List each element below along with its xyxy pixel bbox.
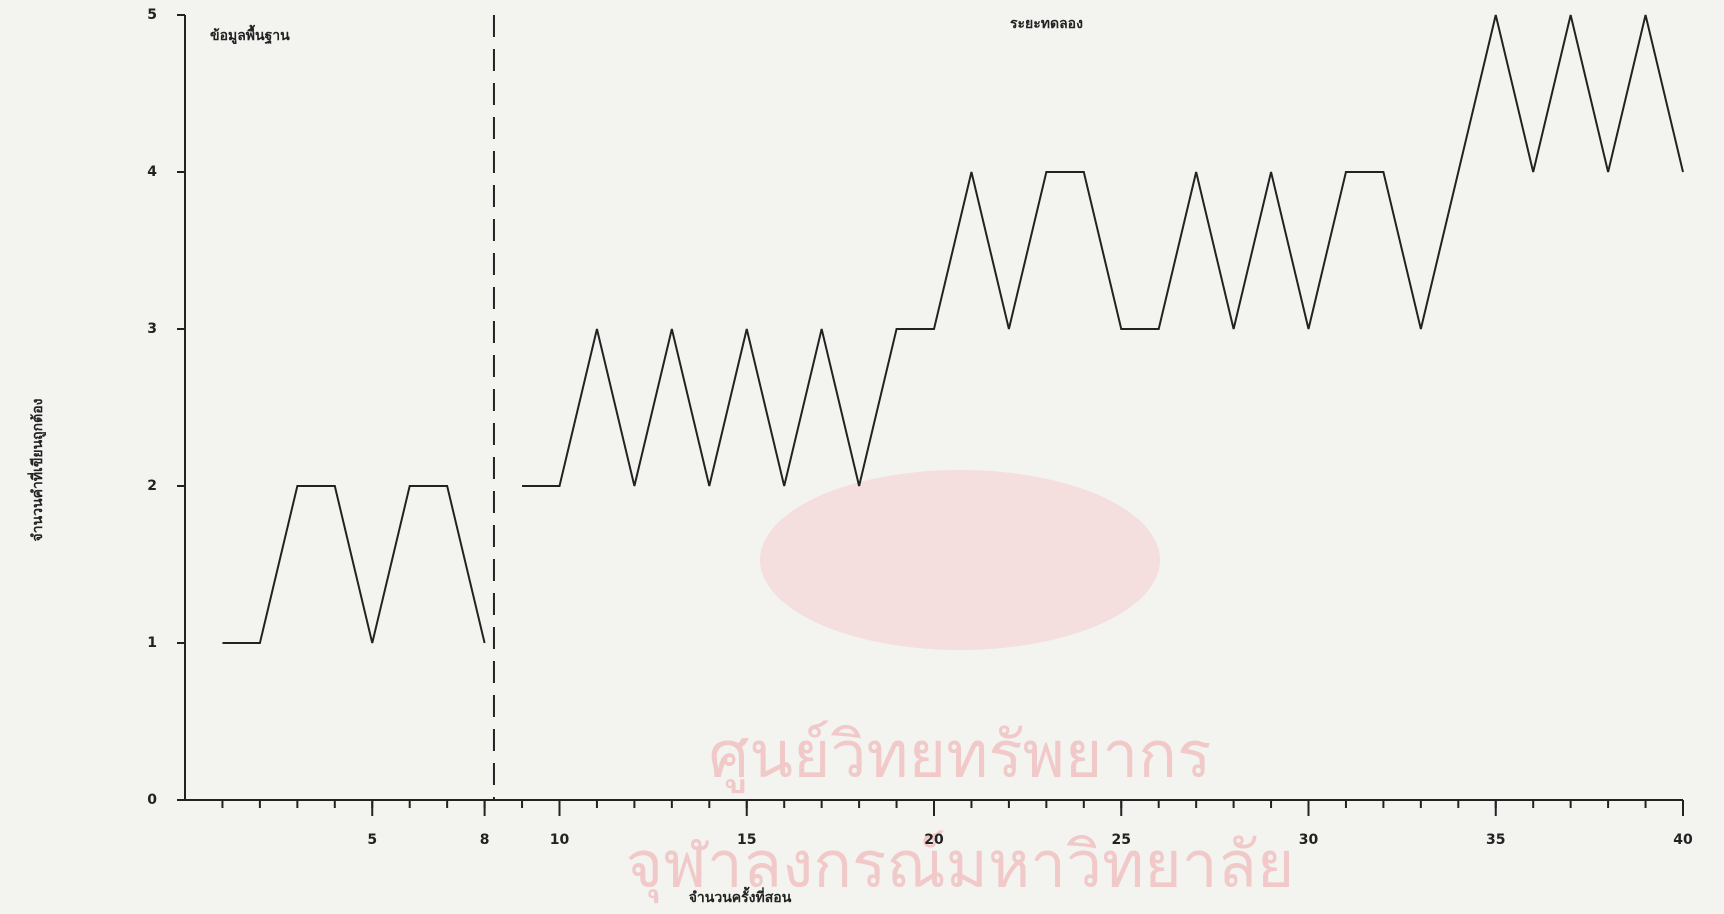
x-tick-label: 25 (1112, 832, 1131, 848)
x-tick-label: 40 (1673, 832, 1693, 848)
data-line (522, 14, 1684, 487)
y-tick-label: 3 (147, 321, 157, 337)
y-tick-label: 4 (147, 164, 157, 180)
x-tick-label: 10 (550, 832, 570, 848)
x-tick-label: 5 (367, 832, 377, 848)
y-tick-label: 2 (147, 478, 157, 494)
x-tick-label: 30 (1299, 832, 1319, 848)
y-tick-label: 5 (147, 7, 157, 23)
watermark: จุฬาลงกรณ์มหาวิทยาลัย (626, 829, 1295, 904)
x-tick-label: 8 (480, 832, 490, 848)
phase-label: ระยะทดลอง (1010, 16, 1083, 32)
y-tick-label: 1 (147, 635, 157, 651)
x-tick-label: 15 (737, 832, 756, 848)
x-tick-label: 35 (1486, 832, 1505, 848)
x-axis-label: จำนวนครั้งที่สอน (689, 886, 792, 906)
watermark: ศูนย์วิทยทรัพยากร (709, 719, 1212, 794)
phase-label: ข้อมูลพื้นฐาน (210, 24, 290, 45)
x-tick-label: 20 (924, 832, 944, 848)
data-line (222, 485, 486, 644)
watermark-emblem (760, 470, 1160, 650)
y-tick-label: 0 (147, 792, 157, 808)
y-axis-label: จำนวนคำที่เขียนถูกต้อง (27, 398, 46, 541)
